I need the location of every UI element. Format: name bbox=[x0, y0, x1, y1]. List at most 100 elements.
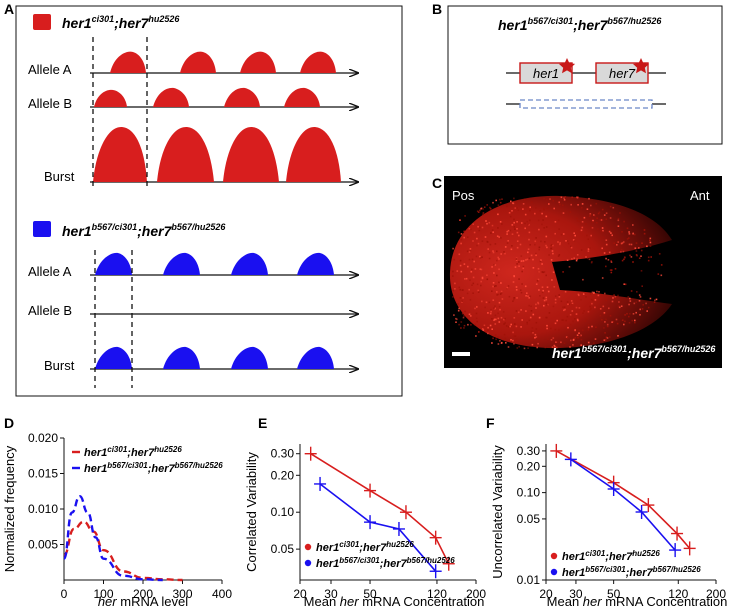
speckle bbox=[465, 277, 468, 280]
y-tick-label: 0.01 bbox=[517, 573, 541, 587]
speckle bbox=[649, 239, 651, 242]
speckle bbox=[605, 257, 607, 260]
speckle bbox=[491, 328, 493, 330]
speckle bbox=[499, 221, 502, 223]
speckle bbox=[551, 346, 554, 348]
speckle bbox=[635, 242, 638, 244]
speckle bbox=[463, 324, 466, 327]
speckle bbox=[529, 209, 531, 212]
speckle bbox=[550, 259, 553, 261]
speckle bbox=[529, 316, 532, 319]
speckle bbox=[498, 305, 501, 308]
speckle bbox=[624, 314, 626, 316]
speckle bbox=[647, 306, 650, 309]
speckle bbox=[459, 219, 461, 221]
x-tick-label: 20 bbox=[293, 587, 307, 601]
x-tick-label: 400 bbox=[212, 587, 232, 601]
speckle bbox=[528, 297, 530, 299]
speckle bbox=[470, 315, 472, 317]
legend-label: her1b567/ci301;her7b567/hu2526 bbox=[316, 556, 455, 570]
legend-label: her1ci301;her7hu2526 bbox=[84, 445, 182, 459]
speckle bbox=[464, 215, 466, 217]
speckle bbox=[529, 206, 531, 209]
speckle bbox=[482, 329, 485, 331]
legend-text-part: her7 bbox=[131, 447, 155, 459]
speckle bbox=[515, 201, 518, 204]
speckle bbox=[477, 211, 480, 213]
speckle bbox=[524, 213, 527, 216]
speckle bbox=[500, 253, 502, 255]
speckle bbox=[569, 314, 572, 316]
panel-b-frame bbox=[447, 5, 723, 145]
speckle bbox=[562, 204, 564, 207]
speckle bbox=[545, 302, 548, 305]
speckle bbox=[558, 294, 560, 296]
speckle bbox=[630, 243, 633, 246]
speckle bbox=[543, 197, 545, 200]
speckle bbox=[453, 314, 455, 316]
speckle bbox=[524, 227, 526, 230]
speckle bbox=[498, 236, 500, 238]
speckle bbox=[516, 246, 519, 249]
speckle bbox=[462, 297, 464, 299]
speckle bbox=[459, 297, 462, 299]
speckle bbox=[594, 299, 597, 301]
speckle bbox=[582, 312, 584, 314]
speckle bbox=[557, 219, 560, 222]
speckle bbox=[458, 323, 460, 326]
speckle bbox=[554, 345, 556, 348]
y-tick-label: 0.30 bbox=[517, 444, 541, 458]
speckle bbox=[453, 258, 455, 261]
speckle bbox=[632, 233, 634, 235]
speckle bbox=[497, 227, 499, 229]
speckle bbox=[499, 201, 502, 204]
speckle bbox=[654, 299, 656, 302]
speckle bbox=[574, 318, 576, 320]
speckle bbox=[513, 298, 515, 301]
speckle bbox=[591, 302, 593, 305]
speckle bbox=[535, 254, 537, 257]
speckle bbox=[472, 240, 474, 242]
speckle bbox=[540, 259, 542, 261]
speckle bbox=[546, 304, 548, 306]
speckle bbox=[612, 297, 614, 299]
speckle bbox=[534, 243, 536, 246]
speckle bbox=[483, 325, 485, 328]
panel-b-genotype: her1b567/ci301;her7b567/hu2526 bbox=[498, 16, 662, 33]
speckle bbox=[470, 324, 472, 326]
speckle bbox=[590, 234, 592, 237]
speckle bbox=[622, 250, 625, 253]
speckle bbox=[601, 219, 604, 221]
speckle bbox=[510, 323, 512, 326]
speckle bbox=[552, 271, 555, 273]
speckle bbox=[501, 198, 503, 200]
speckle bbox=[554, 301, 557, 304]
speckle bbox=[515, 289, 518, 291]
speckle bbox=[483, 324, 486, 327]
speckle bbox=[568, 303, 570, 306]
speckle bbox=[487, 326, 489, 329]
speckle bbox=[485, 220, 487, 222]
speckle bbox=[518, 345, 520, 348]
speckle bbox=[605, 336, 608, 339]
speckle bbox=[517, 311, 520, 314]
speckle bbox=[520, 260, 523, 262]
speckle bbox=[490, 310, 492, 313]
speckle bbox=[463, 263, 466, 265]
speckle bbox=[624, 283, 627, 286]
speckle bbox=[603, 327, 605, 329]
speckle bbox=[576, 217, 578, 220]
speckle bbox=[491, 224, 494, 227]
speckle bbox=[598, 308, 600, 311]
speckle bbox=[545, 226, 548, 228]
gene-name: her1 bbox=[62, 15, 92, 31]
speckle bbox=[617, 305, 620, 307]
speckle bbox=[509, 215, 512, 218]
speckle bbox=[534, 212, 536, 215]
legend-label-marker bbox=[304, 543, 312, 551]
speckle bbox=[623, 323, 625, 326]
speckle bbox=[454, 288, 456, 290]
speckle bbox=[564, 308, 566, 311]
speckle bbox=[520, 255, 523, 257]
